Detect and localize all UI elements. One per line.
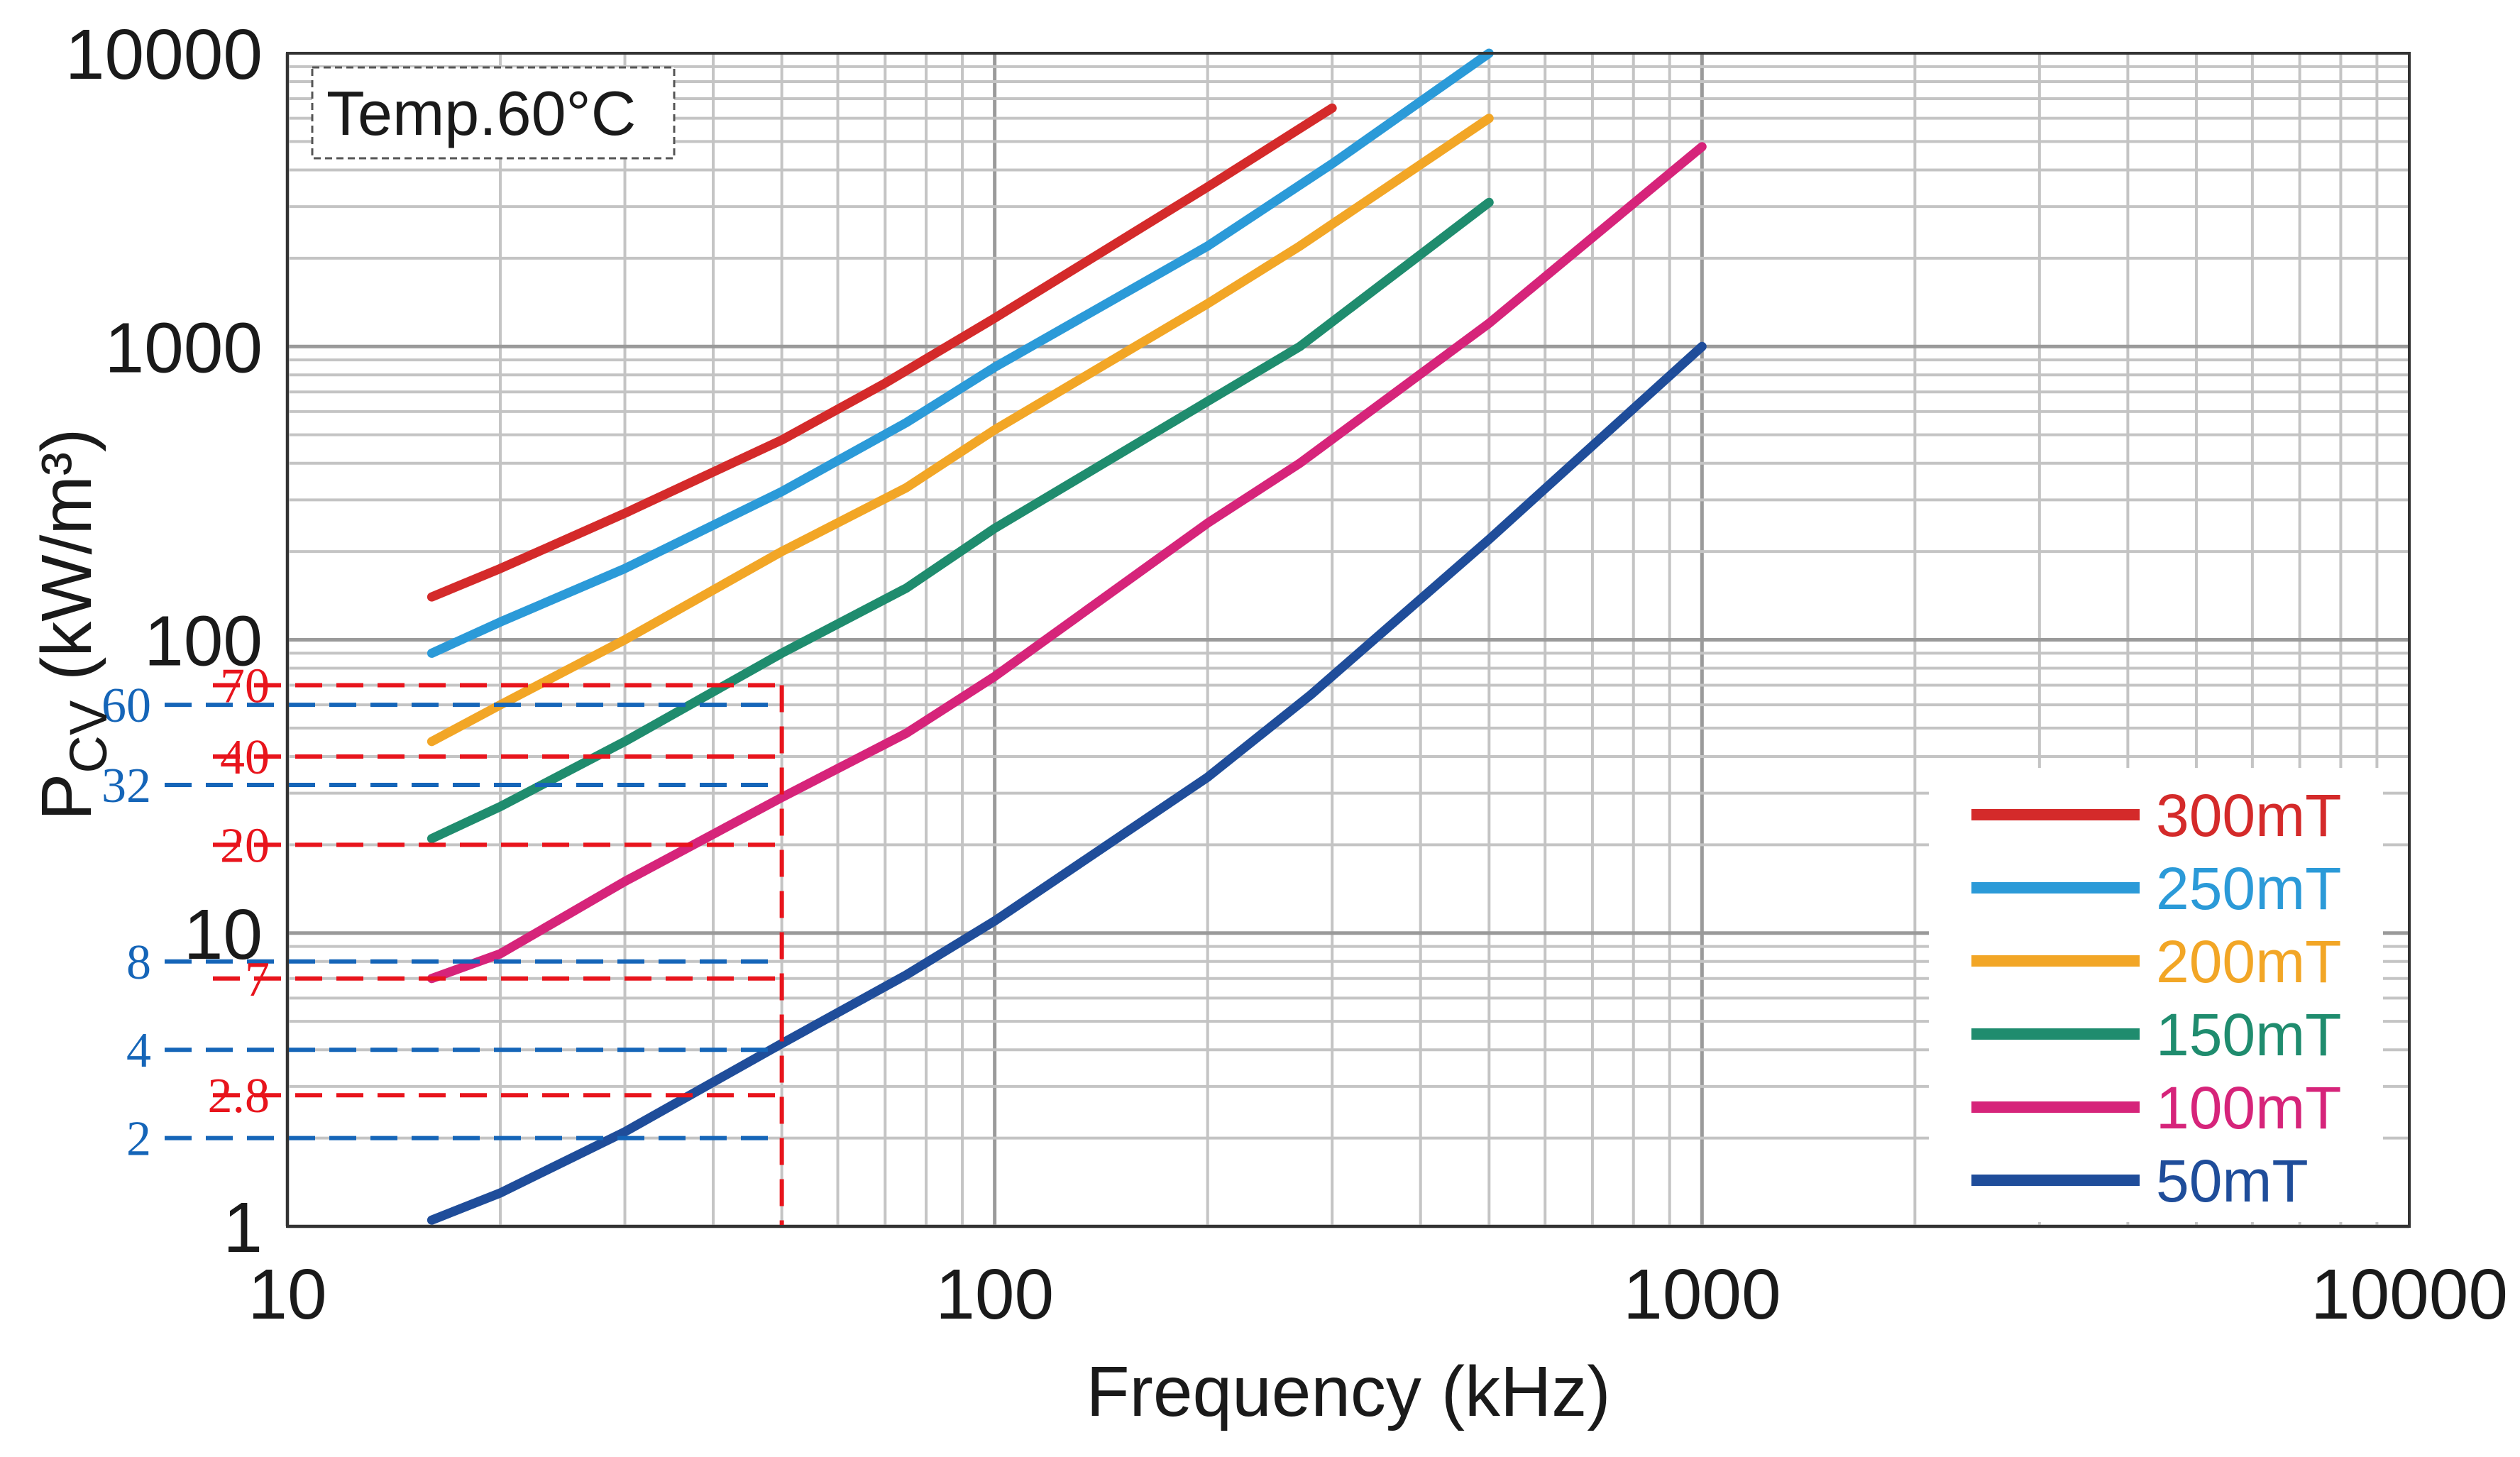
x-tick-labels: 10 100 1000 10000 [248,1255,2508,1334]
legend-label-100mT: 100mT [2156,1074,2341,1141]
legend-label-300mT: 300mT [2156,782,2341,849]
red-ref-label-70: 70 [220,659,270,714]
y-axis-title-sub: CV [59,700,118,773]
red-ref-label-40: 40 [220,730,270,785]
x-axis-title: Frequency (kHz) [1086,1352,1610,1431]
blue-ref-label-8: 8 [126,935,151,990]
series-line-250mT [427,48,1494,658]
y-axis-title-rest: (kW/m³) [27,429,106,700]
y-tick-label-10000: 10000 [65,15,263,94]
series-line-50mT [427,341,1707,1225]
red-ref-label-20: 20 [220,818,270,873]
red-ref-label-7: 7 [245,952,270,1007]
temp-annotation: Temp.60°C [311,66,676,160]
x-tick-label-1000: 1000 [1623,1255,1781,1334]
y-axis-title-main: P [27,774,106,821]
series-line-100mT [427,142,1707,984]
blue-ref-label-60: 60 [101,678,151,733]
temp-annotation-box [311,66,676,160]
y-tick-label-1: 1 [223,1188,263,1268]
x-tick-label-100: 100 [935,1255,1054,1334]
y-axis-title: PCV (kW/m³) [27,429,118,821]
blue-ref-label-4: 4 [126,1023,151,1078]
y-tick-labels: 1 10 100 1000 10000 [65,15,263,1268]
temp-annotation-text: Temp.60°C [326,78,636,148]
legend-label-250mT: 250mT [2156,855,2341,922]
legend-label-200mT: 200mT [2156,928,2341,995]
plot-frame [286,52,2411,1228]
y-tick-label-10: 10 [184,895,263,974]
reference-lines: 60 32 8 4 2 70 40 20 7 2.8 [101,659,784,1226]
red-ref-label-2.8: 2.8 [208,1069,270,1123]
blue-ref-label-2: 2 [126,1112,151,1167]
blue-ref-label-32: 32 [101,759,151,813]
x-tick-label-10000: 10000 [2311,1255,2508,1334]
y-tick-label-100: 100 [144,602,263,681]
series-line-200mT [427,114,1494,747]
x-tick-label-10: 10 [248,1255,326,1334]
legend-background [1929,768,2383,1222]
legend-label-150mT: 150mT [2156,1001,2341,1068]
series-line-300mT [427,103,1337,602]
y-tick-label-1000: 1000 [105,308,263,387]
legend-label-50mT: 50mT [2156,1148,2309,1214]
